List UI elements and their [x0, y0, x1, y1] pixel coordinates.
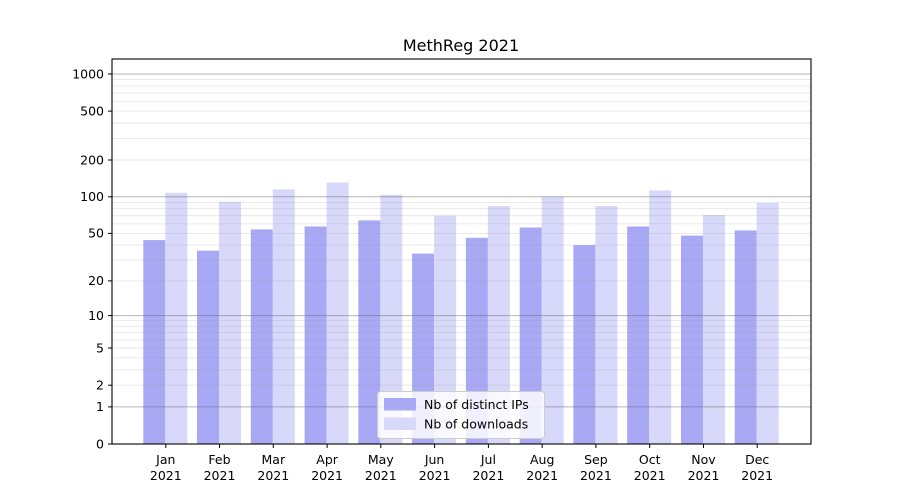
x-tick-label-year-jan: 2021 — [150, 468, 182, 483]
x-tick-label-year-dec: 2021 — [741, 468, 773, 483]
x-tick-label-year-mar: 2021 — [257, 468, 289, 483]
bar-aug-distinct-ips — [519, 227, 542, 444]
x-tick-label-year-jul: 2021 — [472, 468, 504, 483]
x-tick-label-month-aug: Aug — [530, 452, 554, 467]
y-tick-label-2: 2 — [96, 378, 104, 393]
axes-layer: 01251020501002005001000Jan2021Feb2021Mar… — [72, 58, 812, 483]
y-tick-label-200: 200 — [80, 152, 104, 167]
y-tick-label-100: 100 — [80, 189, 104, 204]
x-tick-label-year-may: 2021 — [365, 468, 397, 483]
legend-label-downloads: Nb of downloads — [424, 417, 528, 432]
x-tick-label-month-feb: Feb — [208, 452, 230, 467]
bar-mar-distinct-ips — [250, 229, 273, 444]
bar-jul-downloads — [487, 206, 510, 444]
bar-apr-distinct-ips — [304, 226, 327, 444]
x-tick-label-month-mar: Mar — [262, 452, 286, 467]
y-tick-label-500: 500 — [80, 103, 104, 118]
x-tick-label-month-oct: Oct — [639, 452, 661, 467]
x-tick-label-year-oct: 2021 — [634, 468, 666, 483]
y-tick-label-5: 5 — [96, 340, 104, 355]
legend-box — [377, 391, 545, 439]
x-tick-label-month-may: May — [368, 452, 394, 467]
x-tick-label-month-jan: Jan — [155, 452, 175, 467]
bar-nov-downloads — [703, 215, 725, 444]
bar-sep-downloads — [595, 206, 618, 444]
x-tick-label-year-jun: 2021 — [419, 468, 451, 483]
bar-may-downloads — [380, 194, 403, 444]
x-tick-label-month-jun: Jun — [424, 452, 445, 467]
legend-label-distinct-ips: Nb of distinct IPs — [424, 397, 529, 412]
bar-dec-downloads — [756, 203, 779, 444]
grid-layer — [112, 73, 811, 408]
x-tick-label-year-feb: 2021 — [204, 468, 236, 483]
legend-swatch-downloads — [384, 417, 416, 430]
bar-jan-downloads — [165, 192, 188, 444]
x-tick-label-month-dec: Dec — [745, 452, 769, 467]
bar-feb-downloads — [219, 201, 241, 444]
x-tick-label-year-aug: 2021 — [526, 468, 558, 483]
bar-nov-distinct-ips — [681, 235, 703, 444]
y-tick-label-10: 10 — [88, 308, 104, 323]
bar-feb-distinct-ips — [197, 250, 219, 444]
bar-apr-downloads — [326, 182, 349, 444]
bar-aug-downloads — [541, 196, 564, 444]
y-tick-label-1000: 1000 — [72, 66, 104, 81]
bars-layer — [143, 182, 779, 444]
y-tick-label-50: 50 — [88, 226, 104, 241]
bar-jan-distinct-ips — [143, 240, 166, 444]
y-tick-label-0: 0 — [96, 436, 104, 451]
y-tick-label-1: 1 — [96, 399, 104, 414]
y-tick-label-20: 20 — [88, 273, 104, 288]
bar-may-distinct-ips — [358, 220, 381, 444]
bar-dec-distinct-ips — [734, 230, 757, 444]
legend: Nb of distinct IPs Nb of downloads — [377, 391, 545, 439]
bar-jun-downloads — [434, 215, 457, 444]
bar-mar-downloads — [272, 189, 295, 444]
bar-oct-downloads — [649, 190, 672, 444]
x-tick-label-year-sep: 2021 — [580, 468, 612, 483]
legend-swatch-distinct-ips — [384, 398, 416, 411]
chart-title: MethReg 2021 — [403, 36, 519, 55]
x-tick-label-month-jul: Jul — [480, 452, 496, 467]
x-tick-label-month-sep: Sep — [584, 452, 608, 467]
plot-border — [111, 58, 812, 445]
x-tick-label-month-nov: Nov — [691, 452, 716, 467]
x-tick-label-year-nov: 2021 — [688, 468, 720, 483]
bar-sep-distinct-ips — [573, 245, 596, 444]
x-tick-label-month-apr: Apr — [316, 452, 338, 467]
bar-oct-distinct-ips — [627, 226, 650, 444]
x-tick-label-year-apr: 2021 — [311, 468, 343, 483]
